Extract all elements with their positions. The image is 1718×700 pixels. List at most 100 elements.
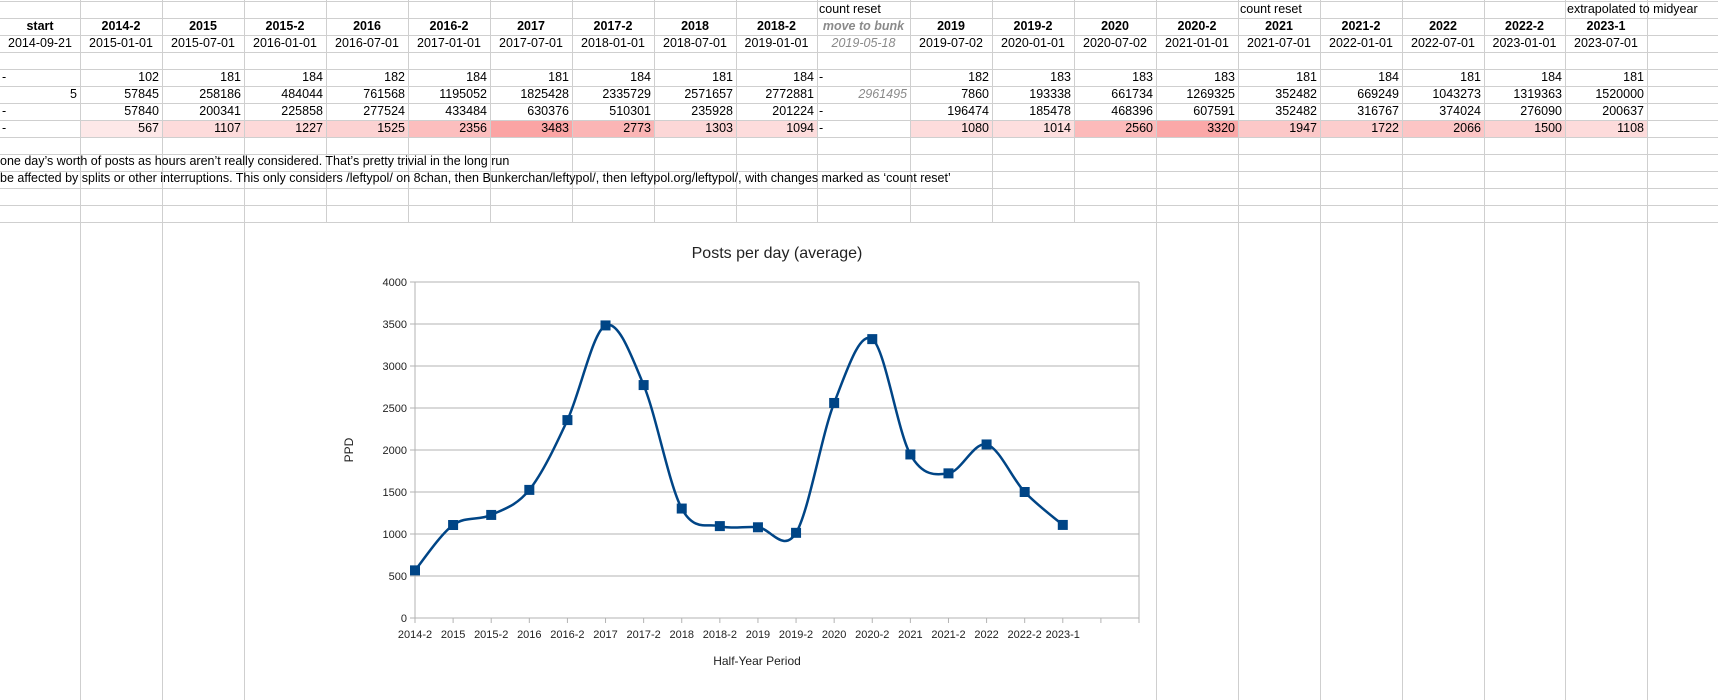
date-cell[interactable]: 2014-09-21 xyxy=(8,36,72,50)
data-cell[interactable]: 183 xyxy=(1050,70,1071,84)
date-cell[interactable]: 2022-01-01 xyxy=(1329,36,1393,50)
data-cell[interactable]: 2335729 xyxy=(602,87,651,101)
data-cell[interactable]: 3483 xyxy=(541,121,569,135)
date-cell[interactable]: 2015-01-01 xyxy=(89,36,153,50)
data-cell[interactable]: 183 xyxy=(1132,70,1153,84)
header-cell[interactable]: 2018 xyxy=(681,19,709,33)
data-cell[interactable]: 184 xyxy=(630,70,651,84)
data-cell[interactable]: 184 xyxy=(793,70,814,84)
date-cell[interactable]: 2017-01-01 xyxy=(417,36,481,50)
data-cell[interactable]: 2066 xyxy=(1453,121,1481,135)
data-cell[interactable]: 277524 xyxy=(363,104,405,118)
date-cell[interactable]: 2019-07-02 xyxy=(919,36,983,50)
header-cell[interactable]: 2019 xyxy=(937,19,965,33)
header-cell[interactable]: 2017 xyxy=(517,19,545,33)
data-cell[interactable]: 182 xyxy=(968,70,989,84)
data-cell[interactable]: 235928 xyxy=(691,104,733,118)
header-cell[interactable]: 2017-2 xyxy=(593,19,633,33)
data-cell[interactable]: 661734 xyxy=(1111,87,1153,101)
data-cell[interactable]: 181 xyxy=(712,70,733,84)
data-cell[interactable]: 352482 xyxy=(1275,104,1317,118)
header-cell[interactable]: 2021 xyxy=(1265,19,1293,33)
note-line-2[interactable]: be affected by splits or other interrupt… xyxy=(0,171,951,185)
data-cell[interactable]: 5 xyxy=(70,87,77,101)
data-cell[interactable]: 510301 xyxy=(609,104,651,118)
data-cell[interactable]: 761568 xyxy=(363,87,405,101)
data-cell[interactable]: - xyxy=(2,121,7,135)
date-cell[interactable]: 2023-01-01 xyxy=(1492,36,1557,50)
data-cell[interactable]: 57845 xyxy=(124,87,159,101)
data-cell[interactable]: 1722 xyxy=(1371,121,1399,135)
data-cell[interactable]: 181 xyxy=(1460,70,1481,84)
date-cell[interactable]: 2018-07-01 xyxy=(663,36,727,50)
date-cell[interactable]: 2016-01-01 xyxy=(253,36,317,50)
data-cell[interactable]: 196474 xyxy=(947,104,989,118)
data-cell[interactable]: 181 xyxy=(548,70,569,84)
data-cell[interactable]: 102 xyxy=(138,70,159,84)
header-cell[interactable]: move to bunk xyxy=(822,19,905,33)
data-cell[interactable]: 2356 xyxy=(459,121,487,135)
data-cell[interactable]: 182 xyxy=(384,70,405,84)
data-cell[interactable]: 1520000 xyxy=(1595,87,1644,101)
data-cell[interactable]: 1500 xyxy=(1534,121,1562,135)
data-cell[interactable]: 184 xyxy=(302,70,323,84)
data-cell[interactable]: 201224 xyxy=(772,104,814,118)
data-cell[interactable]: 1094 xyxy=(786,121,814,135)
date-cell[interactable]: 2016-07-01 xyxy=(335,36,399,50)
data-cell[interactable]: 630376 xyxy=(527,104,569,118)
data-cell[interactable]: - xyxy=(819,121,824,135)
data-cell[interactable]: 2571657 xyxy=(684,87,733,101)
data-cell[interactable]: 193338 xyxy=(1029,87,1071,101)
header-cell[interactable]: 2022-2 xyxy=(1505,19,1544,33)
data-cell[interactable]: 1269325 xyxy=(1186,87,1235,101)
data-cell[interactable]: 1947 xyxy=(1289,121,1317,135)
ppd-chart[interactable]: Posts per day (average) Half-Year Period P… xyxy=(326,223,1154,700)
date-cell[interactable]: 2022-07-01 xyxy=(1411,36,1475,50)
date-cell[interactable]: 2019-05-18 xyxy=(831,36,896,50)
data-cell[interactable]: - xyxy=(819,70,824,84)
count-reset-note-2[interactable]: count reset xyxy=(1240,2,1302,16)
header-cell[interactable]: 2021-2 xyxy=(1341,19,1381,33)
header-cell[interactable]: 2023-1 xyxy=(1586,19,1626,33)
data-cell[interactable]: 607591 xyxy=(1193,104,1235,118)
data-cell[interactable]: 669249 xyxy=(1357,87,1399,101)
data-cell[interactable]: 181 xyxy=(220,70,241,84)
date-cell[interactable]: 2017-07-01 xyxy=(499,36,563,50)
header-cell[interactable]: 2015-2 xyxy=(265,19,305,33)
data-cell[interactable]: 374024 xyxy=(1439,104,1481,118)
data-cell[interactable]: 181 xyxy=(1623,70,1644,84)
data-cell[interactable]: 352482 xyxy=(1275,87,1317,101)
data-cell[interactable]: 2772881 xyxy=(765,87,814,101)
data-cell[interactable]: 1303 xyxy=(705,121,733,135)
date-cell[interactable]: 2020-01-01 xyxy=(1001,36,1065,50)
data-cell[interactable]: 200341 xyxy=(199,104,241,118)
note-line-1[interactable]: one day’s worth of posts as hours aren’t… xyxy=(0,154,510,168)
header-cell[interactable]: 2020 xyxy=(1101,19,1129,33)
date-cell[interactable]: 2021-07-01 xyxy=(1247,36,1311,50)
data-cell[interactable]: 184 xyxy=(1378,70,1399,84)
header-cell[interactable]: 2014-2 xyxy=(101,19,141,33)
data-cell[interactable]: 316767 xyxy=(1357,104,1399,118)
data-cell[interactable]: 276090 xyxy=(1520,104,1562,118)
data-cell[interactable]: 200637 xyxy=(1602,104,1644,118)
data-cell[interactable]: 567 xyxy=(138,121,159,135)
data-cell[interactable]: - xyxy=(2,70,7,84)
data-cell[interactable]: 468396 xyxy=(1111,104,1153,118)
data-cell[interactable]: 3320 xyxy=(1207,121,1235,135)
data-cell[interactable]: 2961495 xyxy=(858,87,907,101)
data-cell[interactable]: 1227 xyxy=(295,121,323,135)
header-cell[interactable]: 2018-2 xyxy=(757,19,796,33)
data-cell[interactable]: 484044 xyxy=(281,87,323,101)
header-cell[interactable]: 2020-2 xyxy=(1177,19,1217,33)
header-cell[interactable]: 2016 xyxy=(353,19,381,33)
date-cell[interactable]: 2020-07-02 xyxy=(1083,36,1147,50)
data-cell[interactable]: 185478 xyxy=(1029,104,1071,118)
data-cell[interactable]: 1319363 xyxy=(1513,87,1562,101)
data-cell[interactable]: 184 xyxy=(466,70,487,84)
data-cell[interactable]: 225858 xyxy=(281,104,323,118)
date-cell[interactable]: 2018-01-01 xyxy=(581,36,645,50)
header-cell[interactable]: 2022 xyxy=(1429,19,1457,33)
data-cell[interactable]: 1014 xyxy=(1043,121,1071,135)
data-cell[interactable]: 1525 xyxy=(377,121,405,135)
data-cell[interactable]: 183 xyxy=(1214,70,1235,84)
